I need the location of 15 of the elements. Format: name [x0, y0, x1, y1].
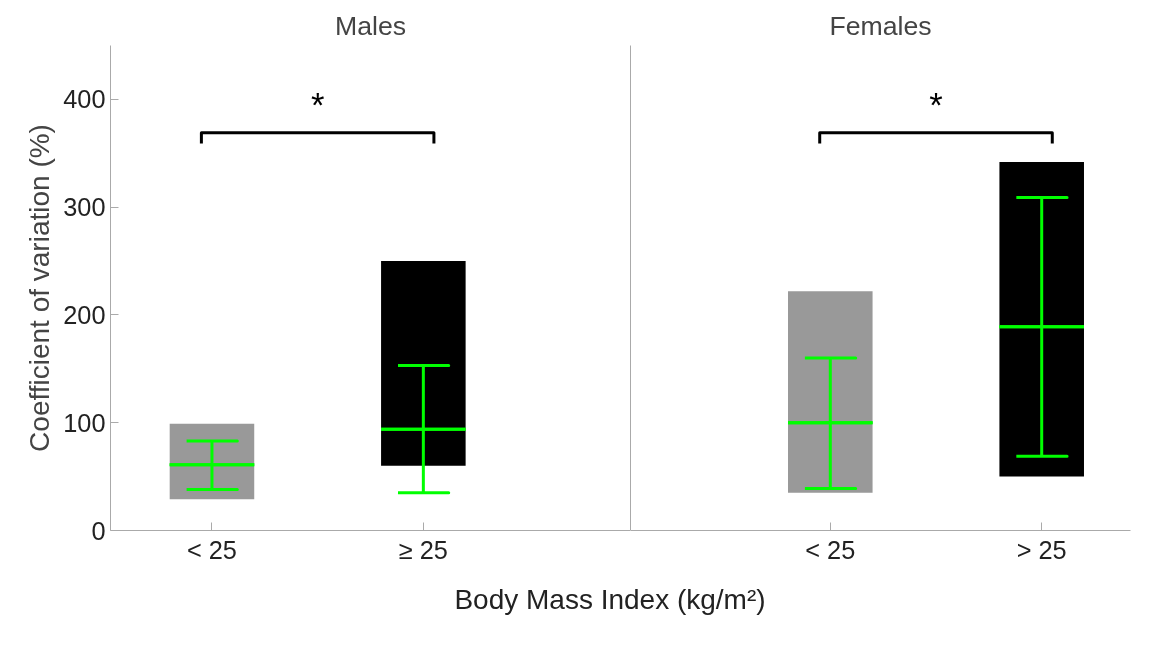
y-axis-title: Coefficient of variation (%) [24, 124, 56, 452]
x-tick-label: < 25 [186, 535, 237, 564]
chart-title: Males [334, 10, 407, 41]
x-tick-label: > 25 [1016, 535, 1067, 564]
annotation: * [310, 86, 325, 125]
x-axis-title: Body Mass Index (kg/m²) [454, 583, 766, 617]
x-tick-label: ≥ 25 [398, 535, 448, 564]
y-tick-label: 0 [91, 516, 106, 545]
chart-title: Females [829, 10, 932, 41]
y-tick-label: 200 [63, 300, 106, 329]
x-tick-label: < 25 [805, 535, 856, 564]
y-tick-label: 100 [63, 408, 106, 437]
annotation: * [929, 86, 943, 125]
y-tick-label: 300 [63, 193, 106, 222]
y-tick-label: 400 [63, 85, 106, 114]
